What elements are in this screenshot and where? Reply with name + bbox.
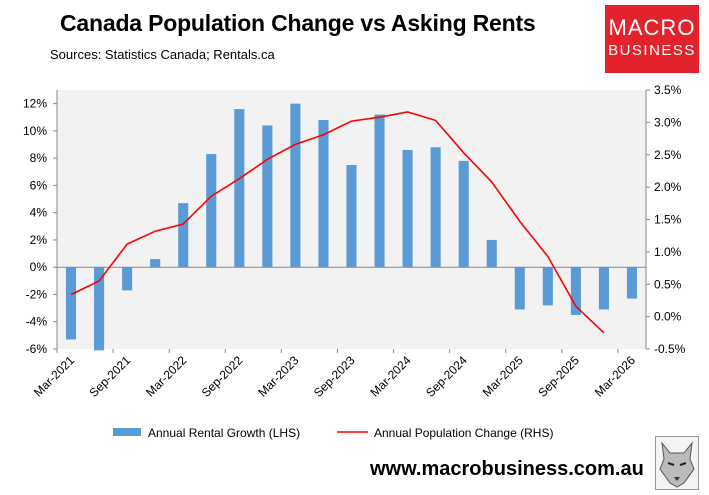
rental-growth-bar — [402, 149, 413, 268]
rental-growth-bar — [178, 203, 189, 268]
x-tick-label: Sep-2022 — [199, 353, 246, 400]
left-tick-label: -2% — [26, 287, 48, 301]
chart-title: Canada Population Change vs Asking Rents — [60, 10, 536, 36]
rental-growth-bar — [598, 267, 609, 310]
rental-growth-bar — [94, 267, 105, 351]
logo-line-2: BUSINESS — [608, 42, 696, 59]
legend-label-bars: Annual Rental Growth (LHS) — [148, 426, 300, 440]
rental-growth-bar — [346, 164, 357, 268]
rental-growth-bar — [542, 267, 553, 306]
right-tick-label: 3.5% — [654, 83, 682, 97]
right-tick-label: 2.0% — [654, 180, 682, 194]
left-tick-label: 2% — [30, 233, 48, 247]
rental-growth-bar — [626, 267, 638, 299]
wolf-icon — [655, 436, 699, 490]
right-tick-label: 1.5% — [654, 213, 682, 227]
rental-growth-bar — [262, 125, 273, 268]
left-tick-label: 8% — [30, 151, 48, 165]
x-tick-label: Sep-2025 — [535, 353, 582, 400]
left-tick-label: -6% — [26, 342, 48, 356]
right-tick-label: 1.0% — [654, 245, 682, 259]
rental-growth-bar — [318, 119, 329, 268]
x-tick-label: Sep-2021 — [87, 353, 134, 400]
right-tick-label: 2.5% — [654, 148, 682, 162]
x-tick-label: Mar-2022 — [143, 353, 189, 399]
rental-growth-bar — [290, 103, 301, 268]
rental-growth-bar — [458, 160, 469, 268]
left-tick-label: 10% — [23, 124, 47, 138]
rental-growth-bar — [206, 154, 217, 268]
left-tick-label: 6% — [30, 178, 48, 192]
right-tick-label: 0.5% — [654, 277, 682, 291]
x-tick-label: Mar-2026 — [592, 353, 638, 399]
x-tick-label: Mar-2021 — [31, 353, 77, 399]
rental-growth-bar — [514, 267, 525, 310]
legend-label-line: Annual Population Change (RHS) — [374, 426, 553, 440]
left-tick-label: -4% — [26, 315, 48, 329]
population-change-line — [70, 111, 605, 334]
website-url: www.macrobusiness.com.au — [370, 458, 644, 480]
x-tick-label: Sep-2024 — [423, 353, 470, 400]
x-tick-label: Mar-2023 — [255, 353, 301, 399]
logo-line-1: MACRO — [608, 15, 696, 40]
rental-growth-bar — [430, 147, 441, 268]
left-tick-label: 4% — [30, 206, 48, 220]
x-tick-label: Sep-2023 — [311, 353, 358, 400]
rental-growth-bar — [150, 259, 161, 268]
rental-growth-bar — [374, 114, 385, 268]
right-tick-label: 0.0% — [654, 310, 682, 324]
rental-growth-bar — [486, 239, 497, 268]
x-tick-label: Mar-2025 — [480, 353, 526, 399]
left-tick-label: 0% — [30, 260, 48, 274]
left-tick-label: 12% — [23, 97, 47, 111]
right-tick-label: -0.5% — [654, 342, 686, 356]
chart-sources: Sources: Statistics Canada; Rentals.ca — [50, 47, 275, 62]
rental-growth-bar — [234, 109, 245, 268]
rental-growth-bar — [122, 267, 133, 291]
right-tick-label: 3.0% — [654, 115, 682, 129]
rental-growth-bar — [65, 267, 77, 340]
macrobusiness-logo: MACRO BUSINESS — [605, 5, 699, 73]
x-tick-label: Mar-2024 — [368, 353, 414, 399]
legend-swatch-bars — [113, 428, 141, 436]
rental-growth-bar — [570, 267, 581, 315]
